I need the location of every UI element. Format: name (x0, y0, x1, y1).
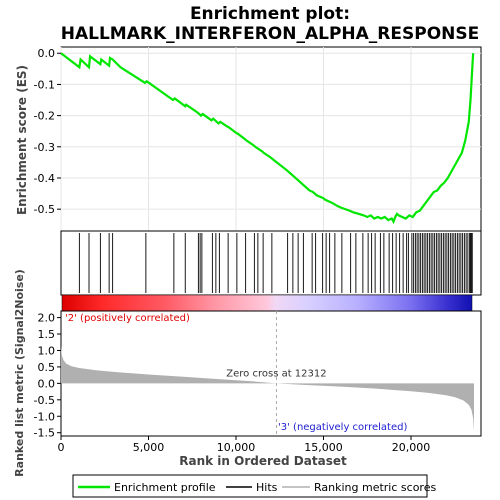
x-tick-label: 10,000 (217, 441, 256, 454)
legend-label-enrichment: Enrichment profile (114, 481, 216, 494)
metric-y-tick-label: 1.0 (38, 344, 56, 357)
metric-y-tick-label: 0.5 (38, 361, 56, 374)
hits-group (78, 233, 473, 293)
metric-y-tick-label: -0.5 (34, 394, 55, 407)
metric-y-tick-label: -1.5 (34, 427, 55, 440)
x-axis-label: Rank in Ordered Dataset (179, 454, 347, 468)
ranking-metric-area (61, 345, 474, 432)
es-y-tick-label: -0.4 (34, 172, 55, 185)
negative-correlation-label: '3' (negatively correlated) (278, 422, 407, 433)
es-y-tick-label: -0.5 (34, 203, 55, 216)
chart-title-line2: HALLMARK_INTERFERON_ALPHA_RESPONSE (61, 24, 480, 44)
metric-y-label: Ranked list metric (Signal2Noise) (13, 269, 26, 477)
legend: Enrichment profile Hits Ranking metric s… (72, 474, 436, 498)
legend-label-ranking: Ranking metric scores (314, 481, 436, 494)
metric-y-ticks: 2.0 1.5 1.0 0.5 0.0 -0.5 -1.0 -1.5 (34, 312, 61, 440)
es-y-label: Enrichment score (ES) (15, 65, 29, 215)
metric-panel: Zero cross at 12312 '2' (positively corr… (34, 310, 482, 440)
x-tick-label: 20,000 (392, 441, 431, 454)
legend-frame (72, 474, 428, 498)
x-axis-ticks: 0 5,000 10,000 15,000 20,000 (58, 436, 431, 454)
hits-panel-frame (60, 230, 482, 296)
chart-title-line1: Enrichment plot: (190, 4, 350, 24)
es-y-tick-label: -0.2 (34, 110, 55, 123)
ranking-color-bar (61, 294, 473, 312)
es-y-ticks: 0.0 -0.1 -0.2 -0.3 -0.4 -0.5 (34, 47, 61, 216)
x-tick-label: 15,000 (304, 441, 343, 454)
es-curve (60, 52, 475, 225)
x-tick-label: 5,000 (133, 441, 165, 454)
metric-y-tick-label: 1.5 (38, 328, 56, 341)
es-y-tick-label: 0.0 (38, 47, 56, 60)
metric-y-tick-label: 0.0 (38, 377, 56, 390)
es-panel-frame (60, 46, 482, 232)
positive-correlation-label: '2' (positively correlated) (65, 313, 190, 324)
metric-y-tick-label: 2.0 (38, 312, 56, 325)
x-tick-label: 0 (58, 441, 65, 454)
legend-label-hits: Hits (256, 481, 278, 494)
es-y-tick-label: -0.3 (34, 141, 55, 154)
metric-y-tick-label: -1.0 (34, 410, 55, 423)
es-grid (60, 47, 481, 231)
es-y-tick-label: -0.1 (34, 78, 55, 91)
zero-cross-label: Zero cross at 12312 (226, 368, 326, 379)
es-panel: 0.0 -0.1 -0.2 -0.3 -0.4 -0.5 (34, 46, 482, 232)
hits-panel (60, 230, 482, 296)
